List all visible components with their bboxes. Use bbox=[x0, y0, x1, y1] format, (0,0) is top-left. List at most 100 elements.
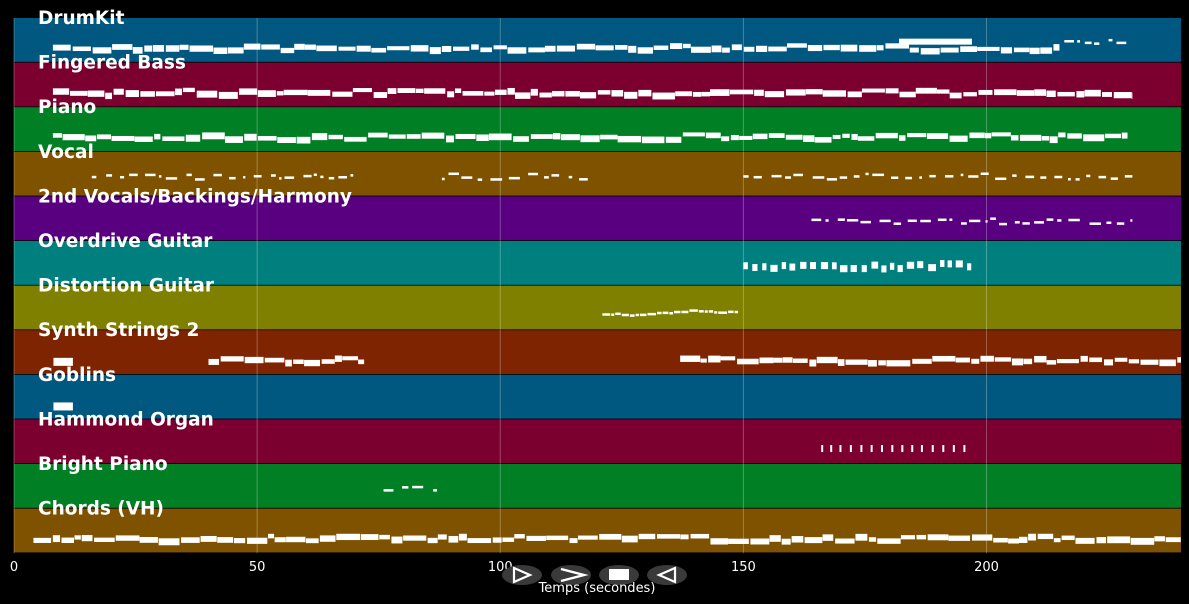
play-button[interactable] bbox=[502, 565, 542, 585]
note bbox=[916, 534, 927, 540]
note bbox=[285, 359, 292, 367]
x-axis-label: Temps (secondes) bbox=[538, 581, 656, 596]
note bbox=[932, 355, 956, 362]
stop-icon bbox=[609, 569, 629, 580]
note bbox=[111, 135, 135, 141]
note bbox=[782, 357, 793, 363]
note bbox=[629, 314, 635, 317]
note bbox=[682, 132, 705, 137]
rewind-button[interactable] bbox=[647, 565, 687, 585]
note bbox=[1011, 358, 1024, 366]
note bbox=[1053, 538, 1061, 543]
note bbox=[743, 262, 748, 270]
note bbox=[189, 45, 214, 52]
note bbox=[1104, 359, 1114, 366]
playback-controls[interactable] bbox=[502, 565, 687, 585]
note bbox=[81, 535, 93, 542]
note bbox=[144, 45, 153, 52]
note bbox=[825, 219, 829, 222]
note bbox=[1010, 135, 1019, 141]
note bbox=[276, 91, 284, 96]
note bbox=[915, 87, 937, 94]
note bbox=[513, 136, 529, 142]
track-band bbox=[14, 196, 1181, 241]
note bbox=[373, 92, 388, 99]
track-label: Fingered Bass bbox=[38, 53, 186, 74]
note bbox=[97, 134, 111, 140]
note bbox=[492, 537, 502, 543]
note bbox=[781, 262, 787, 270]
note bbox=[860, 445, 863, 453]
note bbox=[544, 45, 556, 52]
note bbox=[842, 133, 850, 138]
note bbox=[868, 360, 877, 367]
note bbox=[835, 538, 855, 544]
note bbox=[1064, 40, 1074, 43]
note bbox=[316, 45, 337, 52]
note bbox=[328, 176, 335, 180]
note bbox=[730, 134, 739, 141]
track-band bbox=[14, 330, 1181, 374]
note bbox=[720, 356, 736, 361]
note bbox=[1124, 175, 1133, 178]
note bbox=[1023, 358, 1033, 365]
note bbox=[246, 537, 268, 544]
note bbox=[229, 176, 236, 180]
note bbox=[579, 178, 588, 181]
note bbox=[1083, 134, 1105, 142]
note bbox=[274, 537, 286, 543]
note bbox=[1165, 537, 1181, 543]
note bbox=[303, 174, 312, 178]
note bbox=[628, 45, 637, 53]
note bbox=[877, 538, 901, 544]
note bbox=[530, 88, 538, 96]
note bbox=[615, 312, 621, 316]
note bbox=[1077, 40, 1081, 43]
note bbox=[940, 47, 959, 53]
note bbox=[526, 535, 546, 541]
note bbox=[638, 89, 652, 97]
note bbox=[711, 45, 722, 53]
note bbox=[421, 132, 445, 139]
note bbox=[342, 356, 359, 361]
note bbox=[213, 47, 228, 54]
note bbox=[225, 136, 243, 143]
note bbox=[507, 87, 515, 95]
note bbox=[762, 263, 767, 271]
note bbox=[978, 89, 993, 95]
grid-layer bbox=[13, 18, 987, 554]
note bbox=[185, 134, 201, 142]
note bbox=[334, 355, 342, 362]
stop-button[interactable] bbox=[599, 565, 639, 585]
note bbox=[803, 135, 815, 142]
note bbox=[158, 175, 162, 178]
note bbox=[139, 536, 158, 543]
note bbox=[387, 88, 397, 94]
note bbox=[870, 445, 873, 453]
note bbox=[270, 174, 276, 177]
note bbox=[709, 89, 730, 96]
note bbox=[1028, 533, 1037, 541]
note bbox=[669, 312, 674, 315]
note bbox=[948, 535, 971, 541]
note bbox=[129, 173, 138, 177]
note bbox=[855, 533, 868, 541]
note bbox=[889, 262, 895, 270]
note bbox=[1075, 537, 1095, 544]
fast-forward-button[interactable] bbox=[551, 565, 591, 585]
note bbox=[402, 486, 409, 489]
note bbox=[539, 92, 552, 98]
note bbox=[995, 177, 1007, 181]
note bbox=[1067, 133, 1082, 139]
note bbox=[977, 46, 1000, 51]
note bbox=[985, 132, 992, 139]
note bbox=[945, 175, 954, 178]
note bbox=[928, 264, 937, 272]
note bbox=[891, 176, 899, 179]
note bbox=[181, 537, 200, 543]
note bbox=[1040, 47, 1053, 54]
note bbox=[1105, 133, 1121, 139]
note bbox=[92, 47, 112, 54]
note bbox=[350, 174, 354, 177]
note bbox=[244, 356, 264, 364]
